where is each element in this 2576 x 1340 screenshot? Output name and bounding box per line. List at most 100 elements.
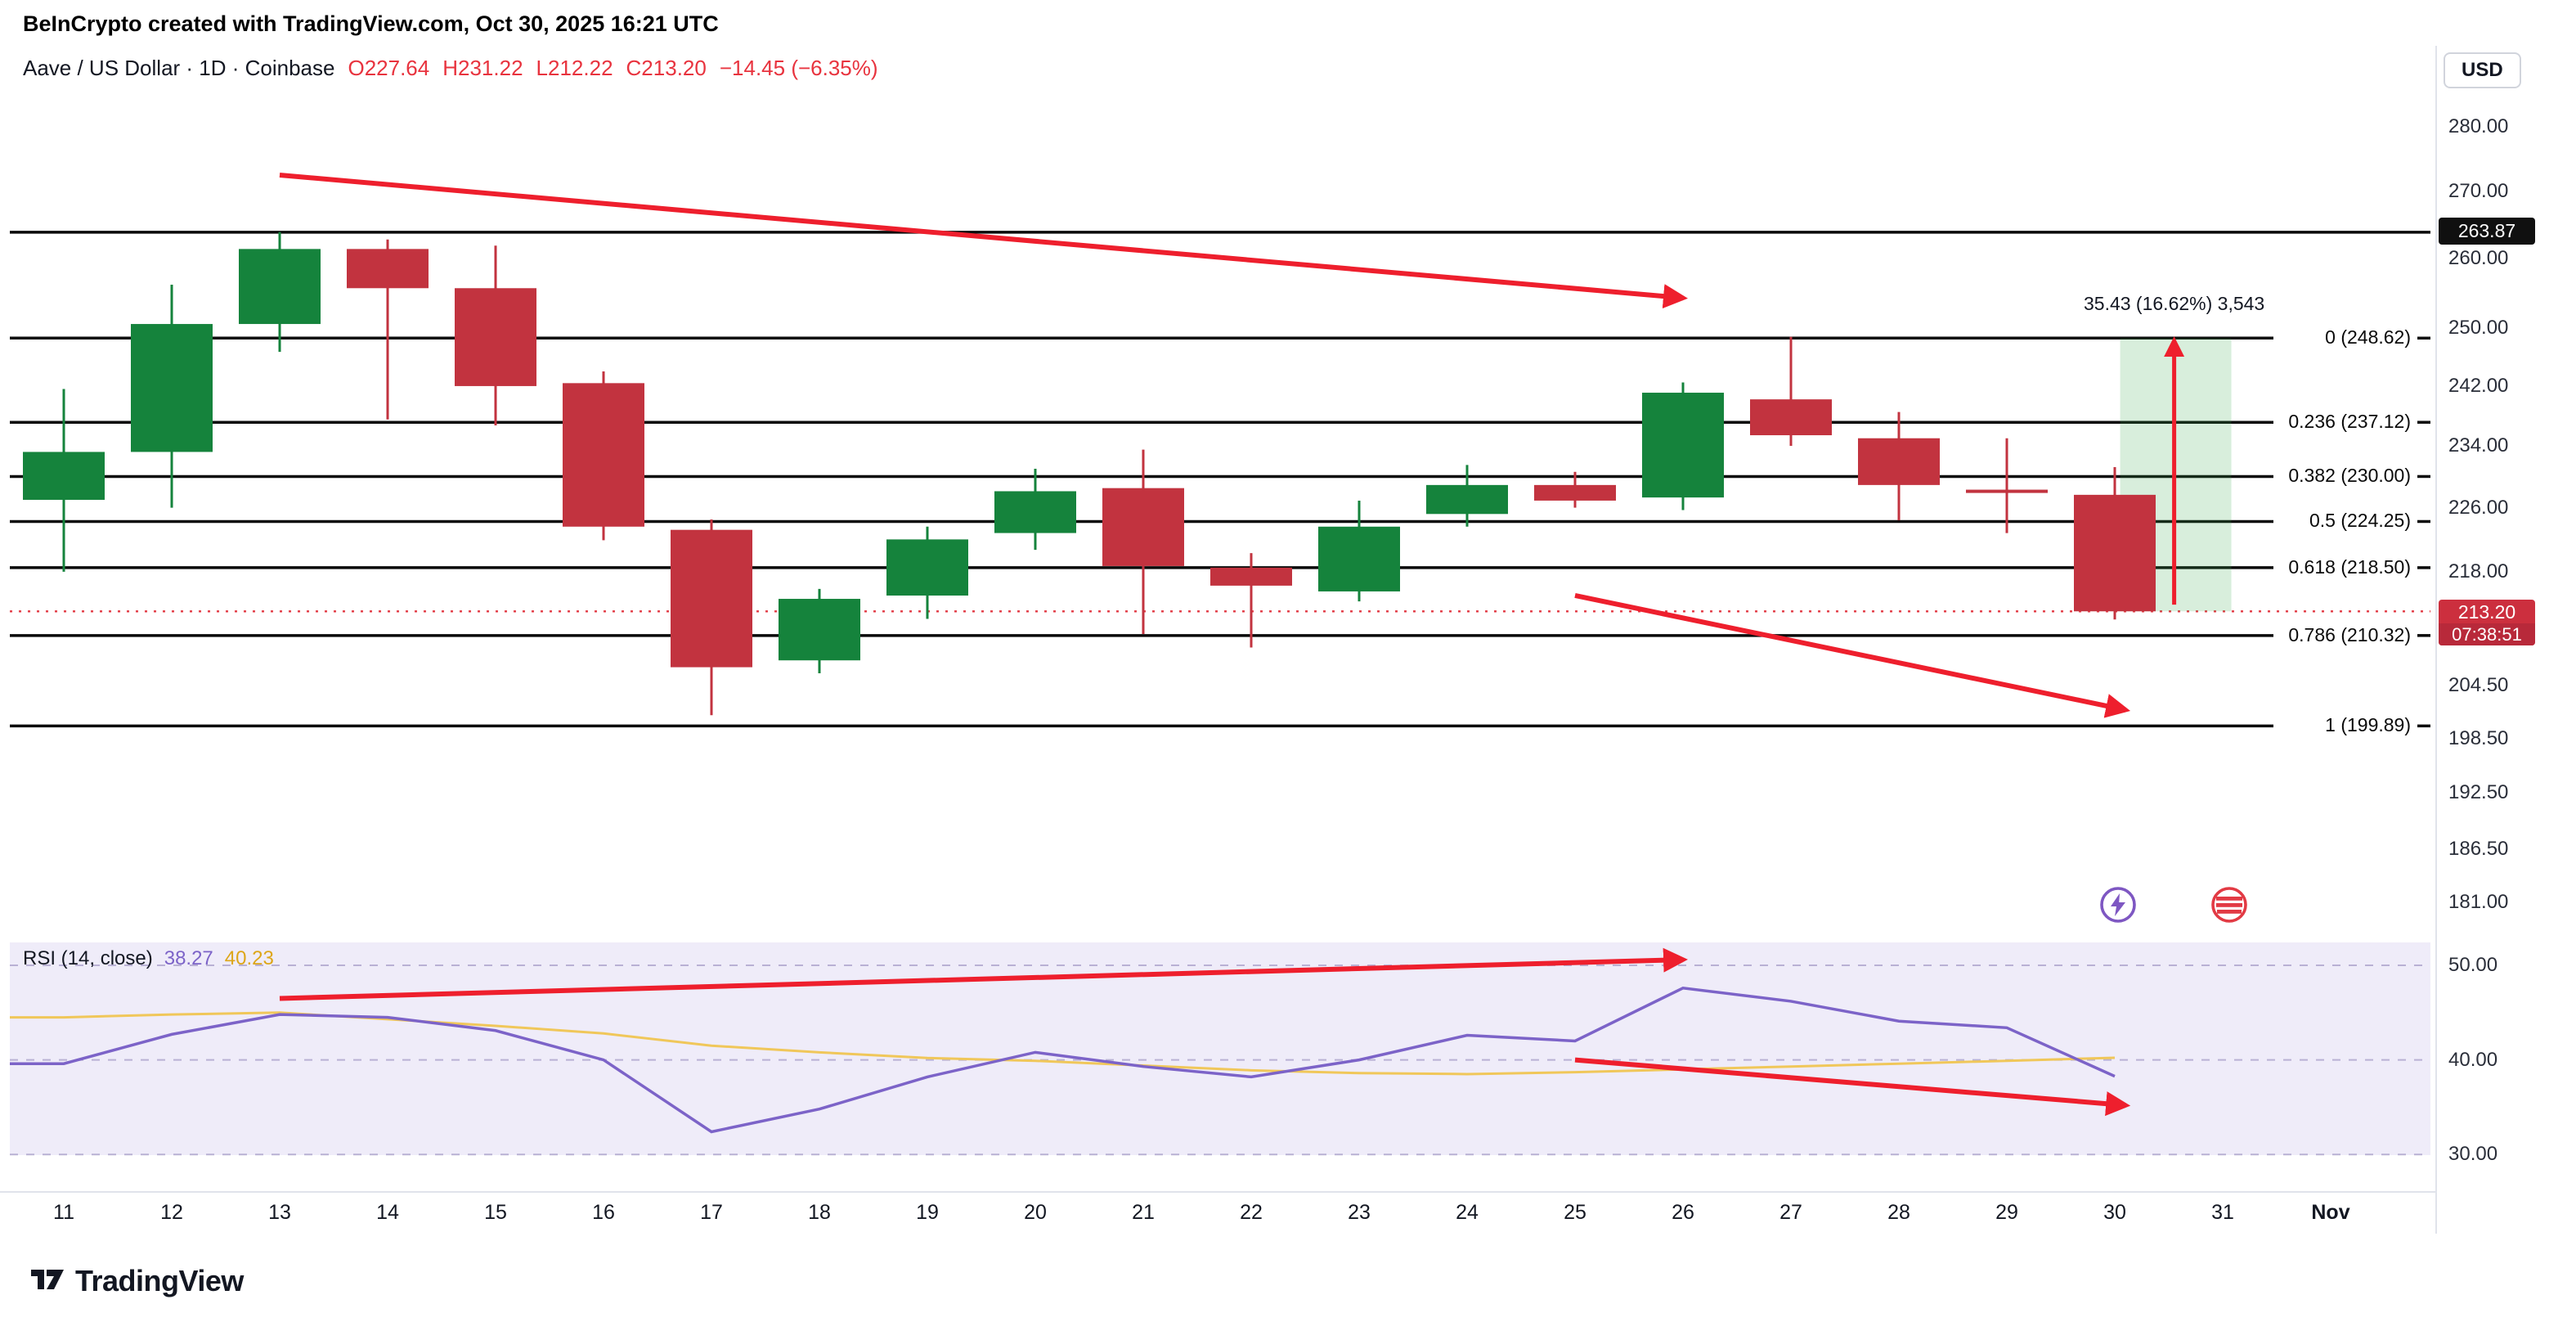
price-axis[interactable]: USD 263.87 213.20 07:38:51 280.00 270.00 2… [2435,46,2576,1234]
price-tick: 186.50 [2448,838,2509,861]
rsi-value: 38.27 [164,947,213,969]
bar-countdown: 07:38:51 [2439,623,2535,646]
last-price-badge: 213.20 07:38:51 [2439,600,2535,646]
candle [1858,438,1940,485]
fib-level-label: 0.236 (237.12) [2288,411,2411,433]
level-price-badge: 263.87 [2439,217,2535,245]
rsi-label[interactable]: RSI (14, close) [23,947,153,969]
fib-level-label: 0.786 (210.32) [2288,623,2411,645]
idea-marker-icon[interactable] [2098,885,2138,929]
price-tick: 181.00 [2448,891,2509,914]
symbol-legend[interactable]: Aave / US Dollar · 1D · Coinbase O227.64… [23,56,878,81]
date-label: 30 [2103,1201,2126,1224]
rsi-trend-arrow[interactable] [1574,1057,2131,1117]
currency-button[interactable]: USD [2444,52,2521,88]
candle [1102,488,1184,566]
fib-level-label: 0.382 (230.00) [2288,465,2411,487]
fib-level-label: 0.5 (224.25) [2309,510,2411,532]
tradingview-logo-text: TradingView [75,1264,244,1297]
date-label: 23 [1348,1201,1371,1224]
candle [1966,489,2048,493]
rsi-panel-bg [10,942,2430,1155]
fib-level-label: 1 (199.89) [2325,714,2411,736]
rsi-tick: 30.00 [2448,1143,2498,1166]
candle [239,249,321,325]
candle [886,539,968,596]
trend-arrow[interactable] [279,173,1688,309]
ohlc-open: O227.64 [348,56,430,80]
date-label: 20 [1024,1201,1047,1224]
date-label: 24 [1456,1201,1479,1224]
candle [131,324,213,452]
date-label: 17 [700,1201,723,1224]
last-price-value: 213.20 [2457,601,2516,623]
price-tick: 218.00 [2448,560,2509,582]
date-label: 15 [484,1201,507,1224]
candle [671,529,752,668]
rsi-tick: 50.00 [2448,954,2498,976]
date-label: 14 [376,1201,399,1224]
candle [1426,484,1508,515]
date-label: 27 [1779,1201,1802,1224]
price-tick: 270.00 [2448,180,2509,203]
rsi-line [10,986,2116,1134]
rsi-legend[interactable]: RSI (14, close) 38.27 40.23 [23,947,274,970]
date-label: 29 [1995,1201,2018,1224]
price-tick: 204.50 [2448,673,2509,696]
rsi-ma-value: 40.23 [224,947,274,969]
measure-annotation: 35.43 (16.62%) 3,543 [2083,292,2265,314]
price-tick: 198.50 [2448,726,2509,749]
tradingview-logo-icon [29,1266,65,1297]
price-tick: 260.00 [2448,247,2509,270]
symbol-title[interactable]: Aave / US Dollar · 1D · Coinbase [23,56,335,80]
date-label: 13 [268,1201,291,1224]
date-label: 22 [1240,1201,1263,1224]
date-label: 25 [1564,1201,1586,1224]
date-label: 11 [53,1201,74,1224]
attribution-bar: BeInCrypto created with TradingView.com,… [23,11,719,37]
price-tick: 234.00 [2448,434,2509,456]
date-label: 16 [592,1201,615,1224]
ohlc-high: H231.22 [442,56,523,80]
date-label: 12 [160,1201,183,1224]
level-price-value: 263.87 [2457,219,2516,241]
date-label: 31 [2211,1201,2234,1224]
trend-arrow[interactable] [1574,593,2131,718]
rsi-trend-arrow[interactable] [279,947,1688,1001]
tradingview-footer-logo[interactable]: TradingView [29,1264,244,1298]
candle [563,383,644,527]
date-label: 21 [1132,1201,1155,1224]
rsi-tick: 40.00 [2448,1048,2498,1071]
date-label: Nov [2311,1201,2350,1224]
price-tick: 226.00 [2448,496,2509,519]
attribution-text: BeInCrypto created with TradingView.com,… [23,11,719,36]
date-label: 18 [808,1201,831,1224]
date-label: 19 [916,1201,939,1224]
fib-level-label: 0 (248.62) [2325,326,2411,348]
time-axis-separator [0,1191,2435,1193]
ohlc-change: −14.45 (−6.35%) [719,56,878,80]
fib-level-label: 0.618 (218.50) [2288,555,2411,578]
price-tick: 250.00 [2448,317,2509,339]
date-label: 28 [1887,1201,1910,1224]
price-tick: 280.00 [2448,115,2509,137]
candle [1750,399,1832,436]
flag-marker-icon[interactable] [2210,885,2249,929]
candle [1318,526,1400,591]
date-label: 26 [1672,1201,1694,1224]
ohlc-low: L212.22 [536,56,613,80]
candle [455,288,536,386]
candle [347,249,429,289]
price-tick: 192.50 [2448,781,2509,804]
candle [1210,567,1292,586]
ohlc-close: C213.20 [626,56,707,80]
candle [994,491,1076,533]
candle [2074,494,2156,612]
candle [1534,484,1616,501]
candle [779,599,860,661]
price-tick: 242.00 [2448,374,2509,397]
candle [23,452,105,500]
candle [1642,393,1724,498]
